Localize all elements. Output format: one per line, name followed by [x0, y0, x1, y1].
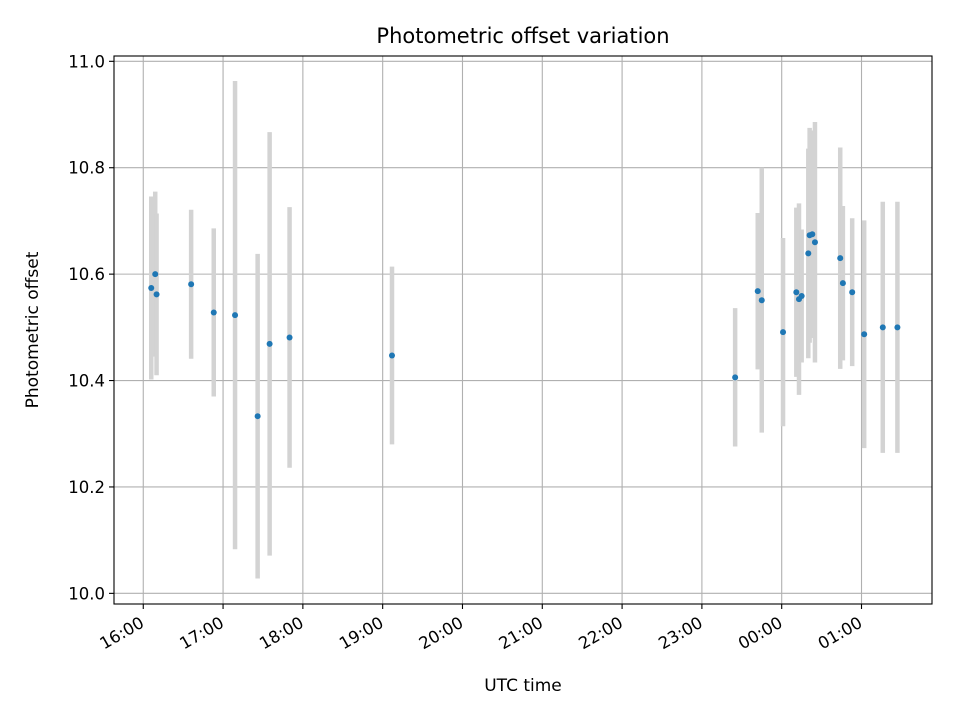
data-point — [188, 281, 195, 288]
data-point — [805, 250, 812, 257]
data-point — [286, 334, 293, 341]
data-point — [894, 324, 901, 331]
data-point — [793, 289, 800, 296]
x-tick-label: 01:00 — [815, 613, 866, 653]
y-axis-label: Photometric offset — [23, 251, 43, 408]
data-point — [732, 374, 739, 381]
x-tick-label: 17:00 — [176, 613, 227, 653]
data-point — [849, 289, 856, 296]
data-point — [839, 280, 846, 287]
data-point — [254, 413, 261, 420]
data-point — [388, 352, 395, 359]
x-tick-label: 16:00 — [97, 613, 148, 653]
data-point — [153, 291, 160, 298]
data-point — [811, 239, 818, 246]
data-point — [758, 297, 765, 304]
x-tick-label: 00:00 — [735, 613, 786, 653]
data-point — [148, 284, 155, 291]
error-bars — [148, 81, 900, 579]
y-tick-label: 10.2 — [68, 478, 105, 497]
chart-title: Photometric offset variation — [376, 24, 669, 48]
plot-frame — [113, 55, 933, 605]
data-point — [152, 271, 159, 278]
x-tick-label: 18:00 — [256, 613, 307, 653]
data-point — [809, 231, 816, 238]
data-point — [754, 288, 761, 295]
data-point — [266, 340, 273, 347]
data-point — [798, 292, 805, 299]
x-axis-label: UTC time — [484, 676, 562, 696]
y-tick-label: 10.4 — [68, 372, 105, 391]
ticks: 16:00 17:00 18:00 19:00 20:00 21:00 22:00 23:00… — [68, 52, 865, 653]
data-point — [837, 255, 844, 262]
y-tick-label: 11.0 — [68, 52, 105, 71]
x-tick-label: 19:00 — [336, 613, 387, 653]
data-point — [879, 324, 886, 331]
x-tick-label: 20:00 — [416, 613, 467, 653]
data-point — [861, 331, 868, 338]
data-point — [232, 312, 239, 319]
data-points — [148, 231, 901, 420]
y-tick-label: 10.0 — [68, 584, 105, 603]
x-tick-label: 22:00 — [575, 613, 626, 653]
data-point — [780, 329, 787, 336]
y-tick-label: 10.6 — [68, 265, 105, 284]
y-tick-label: 10.8 — [68, 159, 105, 178]
data-point — [210, 309, 217, 316]
x-tick-label: 23:00 — [655, 613, 706, 653]
x-tick-label: 21:00 — [496, 613, 547, 653]
